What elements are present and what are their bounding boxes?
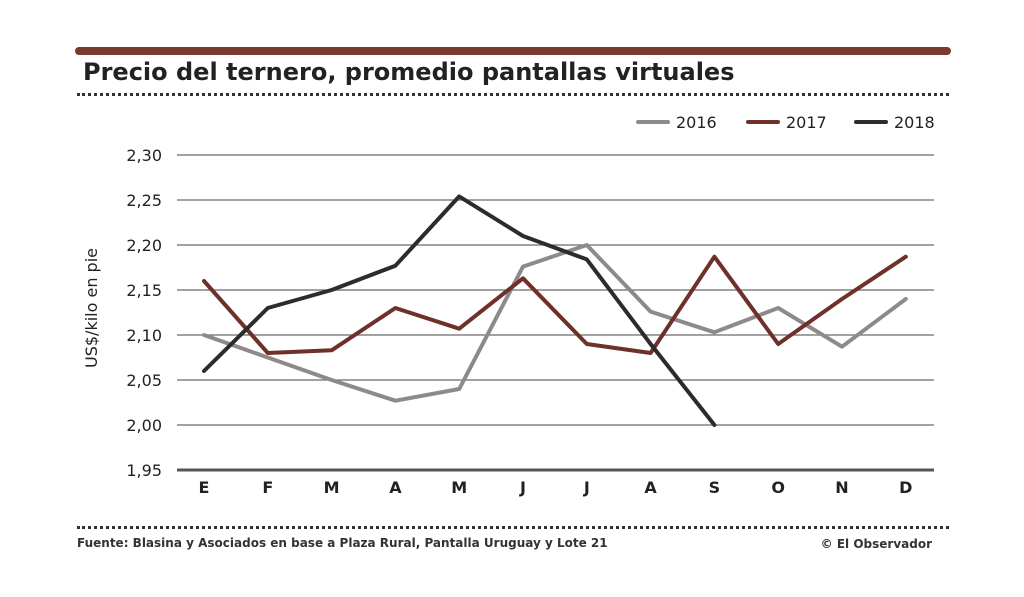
x-tick-label: D: [899, 478, 912, 497]
title-divider: [77, 93, 949, 96]
series-line-2016: [202, 243, 908, 403]
x-tick-label: M: [451, 478, 467, 497]
y-tick-label: 2,15: [126, 281, 162, 300]
x-tick-label: J: [519, 478, 526, 497]
y-tick-labels: 1,95 2,00 2,05 2,10 2,15 2,20 2,25 2,30: [126, 146, 162, 480]
x-tick-label: O: [771, 478, 785, 497]
series-lines: [202, 194, 908, 427]
x-tick-label: F: [262, 478, 273, 497]
x-tick-label: S: [709, 478, 721, 497]
legend-label-2018: 2018: [894, 113, 935, 132]
footer-divider: [77, 526, 949, 529]
x-tick-label: A: [389, 478, 402, 497]
grid-lines: [177, 154, 934, 472]
y-tick-label: 2,05: [126, 371, 162, 390]
legend-label-2016: 2016: [676, 113, 717, 132]
legend: 2016 2017 2018: [636, 113, 935, 132]
chart-title: Precio del ternero, promedio pantallas v…: [83, 58, 735, 86]
x-tick-label: A: [644, 478, 657, 497]
credit: © El Observador: [820, 537, 932, 551]
legend-label-2017: 2017: [786, 113, 827, 132]
series-line-2017: [202, 254, 908, 355]
y-tick-label: 2,20: [126, 236, 162, 255]
y-tick-label: 2,00: [126, 416, 162, 435]
y-tick-label: 1,95: [126, 461, 162, 480]
x-tick-label: N: [835, 478, 848, 497]
y-tick-label: 2,30: [126, 146, 162, 165]
header-bar: [75, 47, 951, 55]
series-line-2018: [202, 194, 717, 427]
y-axis-label: US$/kilo en pie: [82, 248, 101, 368]
x-tick-label: M: [324, 478, 340, 497]
source-note: Fuente: Blasina y Asociados en base a Pl…: [77, 536, 608, 550]
x-tick-label: J: [583, 478, 590, 497]
y-tick-label: 2,25: [126, 191, 162, 210]
y-tick-label: 2,10: [126, 326, 162, 345]
x-tick-label: E: [199, 478, 210, 497]
